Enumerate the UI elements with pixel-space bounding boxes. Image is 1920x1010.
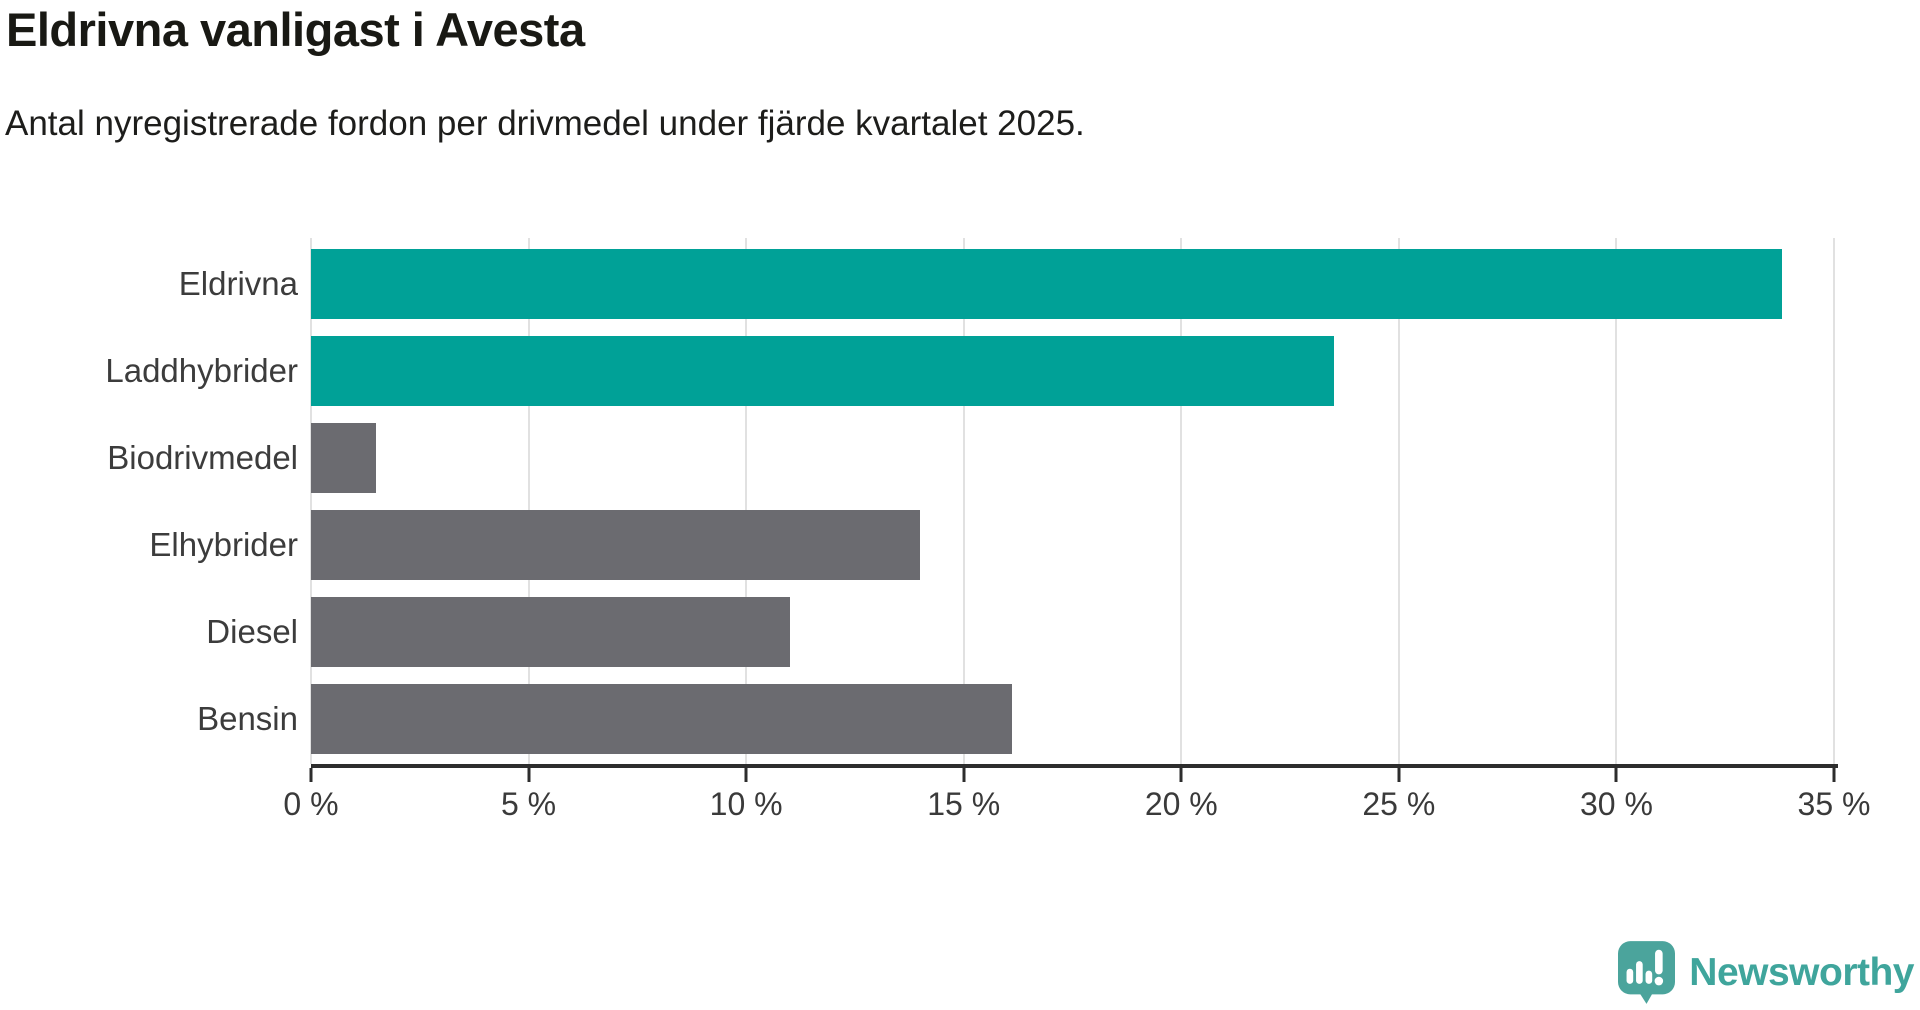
x-axis-tick xyxy=(1614,768,1618,782)
brand-name: Newsworthy xyxy=(1689,950,1914,994)
x-axis-tick-label: 25 % xyxy=(1362,786,1436,822)
category-label: Elhybrider xyxy=(149,526,298,563)
plot-area: 0 % 5 % 10 % 15 % 20 % 25 % 30 % 35 % xyxy=(283,238,1870,822)
category-label: Eldrivna xyxy=(178,265,298,302)
x-axis-tick xyxy=(527,768,531,782)
x-axis-tick-label: 10 % xyxy=(709,786,783,822)
x-axis-tick-label: 5 % xyxy=(500,786,557,822)
x-axis-tick xyxy=(962,768,966,782)
x-axis-tick-label: 15 % xyxy=(927,786,1001,822)
bar xyxy=(311,249,1782,319)
x-axis-line xyxy=(311,764,1838,768)
x-axis-tick-label: 20 % xyxy=(1144,786,1218,822)
gridline xyxy=(1397,238,1400,764)
bar-row xyxy=(311,597,1834,667)
bar-rows xyxy=(311,238,1834,764)
gridline xyxy=(527,238,530,764)
x-axis-tick xyxy=(744,768,748,782)
category-axis-labels: Eldrivna Laddhybrider Biodrivmedel Elhybrid… xyxy=(0,238,311,764)
x-axis-tick xyxy=(1832,768,1836,782)
bar xyxy=(311,597,790,667)
bar-row xyxy=(311,423,1834,493)
bar xyxy=(311,336,1334,406)
gridline xyxy=(1180,238,1183,764)
category-label: Diesel xyxy=(206,613,298,650)
x-axis-tick-label: 30 % xyxy=(1579,786,1653,822)
x-axis-tick-label: 35 % xyxy=(1797,786,1871,822)
x-axis-tick xyxy=(1179,768,1183,782)
brand-footer: Newsworthy xyxy=(1618,941,1914,1004)
chart-subtitle: Antal nyregistrerade fordon per drivmede… xyxy=(5,104,1085,143)
x-axis-tick xyxy=(309,768,313,782)
bar xyxy=(311,510,921,580)
gridline xyxy=(310,238,312,764)
bar-row xyxy=(311,510,1834,580)
bar-row xyxy=(311,249,1834,319)
bar xyxy=(311,684,1012,754)
gridline xyxy=(962,238,965,764)
bar-row xyxy=(311,684,1834,754)
newsworthy-speech-bubble-chart-icon xyxy=(1618,941,1676,1004)
bar xyxy=(311,423,377,493)
category-label: Laddhybrider xyxy=(105,352,298,389)
x-axis-tick xyxy=(1397,768,1401,782)
x-axis-tick-label: 0 % xyxy=(283,786,339,822)
gridline xyxy=(745,238,748,764)
chart-title: Eldrivna vanligast i Avesta xyxy=(6,3,585,56)
bar-row xyxy=(311,336,1834,406)
gridline xyxy=(1833,238,1835,764)
category-label: Bensin xyxy=(197,700,298,737)
category-label: Biodrivmedel xyxy=(107,439,298,476)
gridline xyxy=(1615,238,1618,764)
